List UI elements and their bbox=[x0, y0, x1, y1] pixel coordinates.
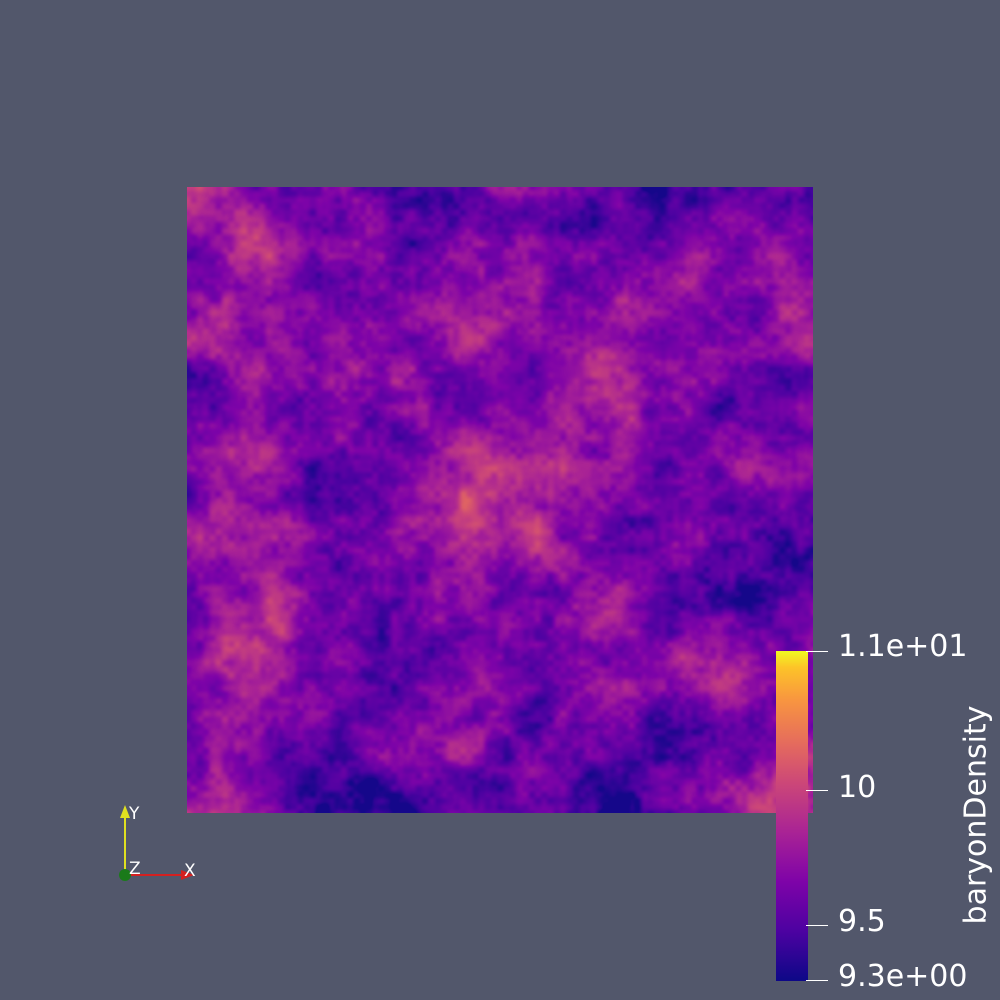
scalar-bar-label-min: 9.3e+00 bbox=[838, 959, 968, 994]
scalar-bar-label-10: 10 bbox=[838, 770, 877, 805]
z-axis-label: Z bbox=[129, 859, 141, 879]
orientation-axes-widget: Y Z X bbox=[119, 804, 196, 881]
scalar-bar-label-max: 1.1e+01 bbox=[838, 629, 968, 664]
scalar-bar-tick-9-5 bbox=[806, 925, 828, 926]
y-axis-label: Y bbox=[128, 804, 140, 824]
x-axis-label: X bbox=[184, 861, 196, 881]
z-axis-marker bbox=[119, 869, 131, 881]
scalar-bar-title: baryonDensity bbox=[958, 705, 994, 925]
scalar-bar-tick-min bbox=[806, 980, 828, 981]
x-axis-arrow bbox=[125, 870, 194, 880]
density-slice-plot[interactable] bbox=[187, 187, 813, 813]
scalar-bar-gradient bbox=[776, 651, 808, 981]
scalar-bar-tick-10 bbox=[806, 790, 828, 791]
scalar-bar-tick-max bbox=[806, 651, 828, 652]
scalar-bar bbox=[776, 651, 808, 981]
y-axis-arrow bbox=[120, 805, 130, 875]
scalar-bar-label-9-5: 9.5 bbox=[838, 904, 886, 939]
